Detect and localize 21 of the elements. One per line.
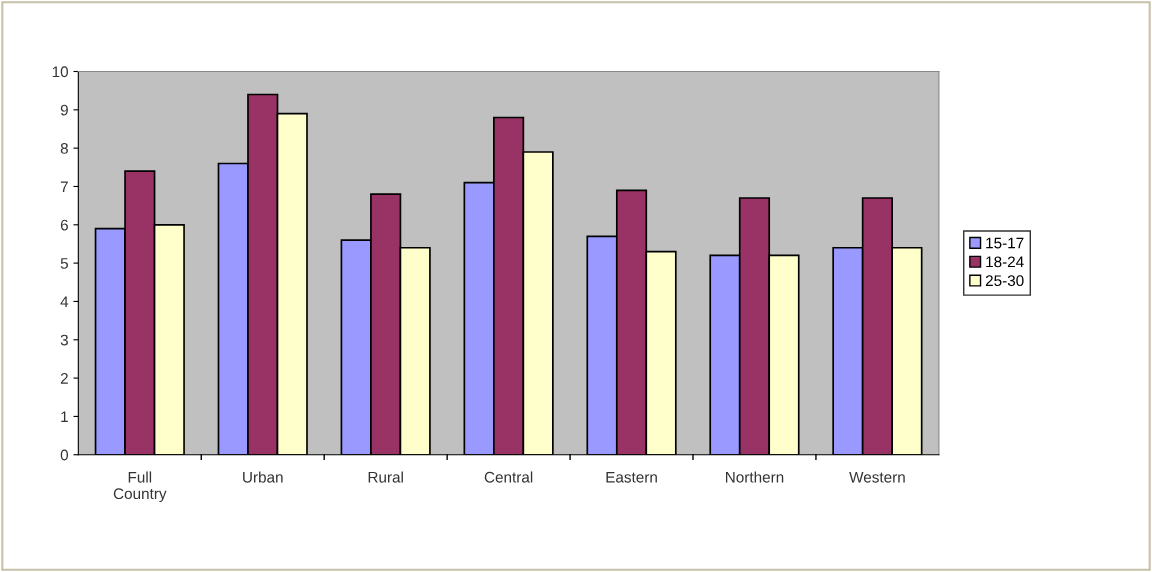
y-tick-label: 7: [60, 181, 68, 193]
y-tick-label: 3: [60, 334, 68, 346]
legend-label: 15-17: [986, 237, 1024, 249]
x-tick-label: Full Country: [113, 471, 167, 503]
y-tick-label: 10: [52, 66, 69, 78]
y-tick-label: 5: [60, 258, 68, 269]
x-tick-label: Rural: [368, 471, 403, 483]
legend-label: 18-24: [986, 256, 1024, 268]
x-tick-label: Western: [849, 471, 905, 483]
legend-label: 25-30: [985, 275, 1024, 287]
x-tick-label: Eastern: [606, 471, 657, 483]
y-tick-label: 1: [61, 411, 68, 422]
y-tick-label: 8: [60, 143, 68, 154]
y-tick-label: 6: [60, 219, 68, 231]
y-tick-label: 9: [60, 104, 68, 116]
y-tick-label: 2: [60, 372, 68, 384]
y-tick-label: 4: [60, 296, 69, 307]
y-tick-label: 0: [60, 449, 69, 461]
x-tick-label: Northern: [726, 471, 784, 483]
x-tick-label: Central: [484, 471, 533, 483]
x-tick-label: Urban: [243, 471, 283, 483]
